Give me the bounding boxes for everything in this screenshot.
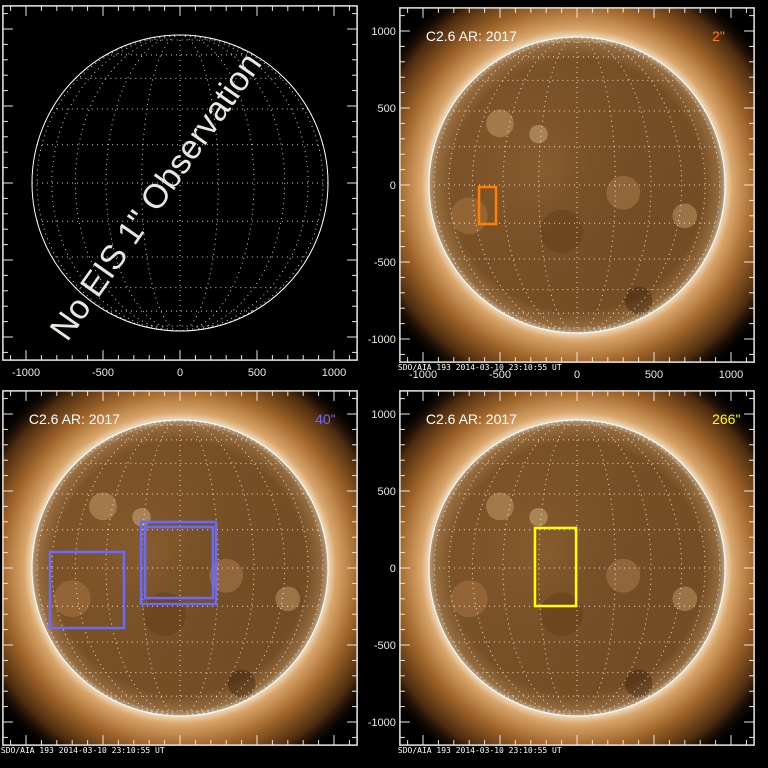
y-tick-label: -1000 bbox=[368, 334, 396, 346]
plot-area bbox=[31, 34, 329, 332]
y-tick-label: 1000 bbox=[371, 409, 395, 421]
no-observation-overlay: No EIS 1" Observation bbox=[43, 46, 270, 347]
eis-raster-box bbox=[477, 185, 498, 226]
solar-feature bbox=[275, 586, 301, 612]
y-tick-label: 500 bbox=[378, 486, 396, 498]
panel-bottom-right: 1000 500 0 -500 -1000 C2.6 AR: 2017 266" SDO/AI… bbox=[368, 390, 755, 755]
x-tick-label: 1000 bbox=[322, 367, 346, 379]
solar-feature bbox=[672, 203, 698, 229]
solar-feature bbox=[529, 507, 548, 527]
x-tick-label: -500 bbox=[92, 367, 114, 379]
solar-feature bbox=[227, 669, 256, 698]
solar-disk bbox=[32, 420, 328, 716]
solar-feature bbox=[486, 109, 514, 138]
x-tick-label: 0 bbox=[177, 367, 183, 379]
y-tick-label: -500 bbox=[374, 257, 396, 269]
longitude-grid-line bbox=[179, 34, 219, 332]
x-tick-label: 500 bbox=[645, 369, 663, 381]
panel-top-right: -1000 -500 0 500 1000 1000 500 0 -500 -1000 C2.6 A… bbox=[368, 7, 755, 381]
panel-title: C2.6 AR: 2017 bbox=[29, 411, 120, 427]
y-tick-label: 0 bbox=[390, 180, 396, 192]
x-tick-label: -1000 bbox=[409, 369, 437, 381]
solar-feature bbox=[624, 669, 653, 698]
y-tick-label: 0 bbox=[390, 563, 396, 575]
resolution-label: 2" bbox=[712, 28, 725, 44]
panel-title: C2.6 AR: 2017 bbox=[426, 411, 517, 427]
solar-feature bbox=[606, 558, 641, 593]
solar-feature bbox=[53, 580, 91, 618]
panel-bottom-left: C2.6 AR: 2017 40" SDO/AIA 193 2014-03-10 2… bbox=[1, 390, 358, 755]
resolution-label: 266" bbox=[712, 411, 740, 427]
solar-feature bbox=[540, 592, 584, 636]
image-footer: SDO/AIA 193 2014-03-10 23:10:55 UT bbox=[398, 363, 562, 372]
resolution-label: 40" bbox=[315, 411, 336, 427]
longitude-grid-line bbox=[141, 34, 181, 332]
longitude-grid-line bbox=[576, 419, 616, 717]
x-tick-label: -1000 bbox=[12, 367, 40, 379]
panel-title: C2.6 AR: 2017 bbox=[426, 28, 517, 44]
longitude-grid-line bbox=[179, 419, 219, 717]
longitude-grid-line bbox=[576, 36, 616, 334]
x-tick-label: 1000 bbox=[719, 369, 743, 381]
x-tick-label: -500 bbox=[489, 369, 511, 381]
eis-raster-box bbox=[143, 525, 215, 600]
image-footer: SDO/AIA 193 2014-03-10 23:10:55 UT bbox=[398, 746, 562, 755]
y-tick-label: 1000 bbox=[371, 26, 395, 38]
plot-area bbox=[399, 390, 755, 746]
solar-feature bbox=[540, 209, 584, 253]
solar-feature bbox=[624, 286, 653, 315]
solar-disk bbox=[429, 37, 725, 333]
y-tick-label: -500 bbox=[374, 640, 396, 652]
image-footer: SDO/AIA 193 2014-03-10 23:10:55 UT bbox=[1, 746, 165, 755]
x-tick-label: 500 bbox=[248, 367, 266, 379]
longitude-grid-line bbox=[141, 419, 181, 717]
solar-feature bbox=[450, 197, 488, 235]
eis-raster-box bbox=[48, 550, 126, 630]
eis-raster-box bbox=[139, 520, 218, 606]
solar-feature bbox=[486, 492, 514, 521]
x-tick-label: 0 bbox=[574, 369, 580, 381]
solar-feature bbox=[450, 580, 488, 618]
eis-raster-box bbox=[533, 526, 578, 608]
longitude-grid-line bbox=[538, 36, 578, 334]
solar-feature bbox=[606, 175, 641, 210]
solar-feature bbox=[89, 492, 117, 521]
plot-area bbox=[2, 390, 358, 746]
y-tick-label: -1000 bbox=[368, 717, 396, 729]
solar-feature bbox=[529, 124, 548, 144]
y-tick-label: 500 bbox=[378, 103, 396, 115]
plot-area bbox=[399, 7, 755, 363]
panel-top-left: -1000 -500 0 500 1000 No EIS 1" Observation bbox=[2, 5, 358, 379]
longitude-grid-line bbox=[538, 419, 578, 717]
solar-feature bbox=[209, 558, 244, 593]
solar-feature bbox=[672, 586, 698, 612]
